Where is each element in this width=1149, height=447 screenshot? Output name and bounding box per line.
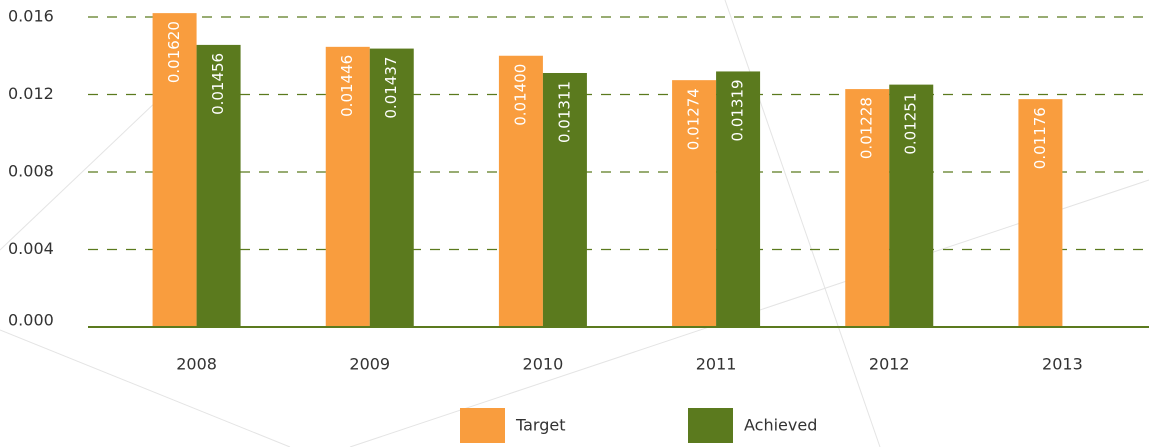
legend-label: Target	[515, 416, 566, 435]
x-tick-label: 2012	[869, 355, 910, 374]
legend-label: Achieved	[744, 416, 817, 435]
bar	[1018, 99, 1063, 328]
x-tick-label: 2011	[696, 355, 737, 374]
value-label: 0.01251	[902, 93, 920, 155]
bar	[196, 44, 241, 328]
value-label: 0.01620	[165, 21, 183, 83]
value-label: 0.01400	[511, 64, 529, 126]
y-tick-label: 0.004	[8, 239, 54, 258]
y-tick-label: 0.000	[8, 311, 54, 330]
x-tick-label: 2013	[1042, 355, 1083, 374]
value-label: 0.01176	[1031, 107, 1049, 169]
bar	[325, 46, 370, 328]
y-tick-label: 0.008	[8, 162, 54, 181]
legend-swatch	[688, 408, 733, 443]
value-label: 0.01228	[858, 97, 876, 159]
value-label: 0.01319	[729, 79, 747, 141]
bar	[369, 48, 414, 328]
value-label: 0.01456	[209, 53, 227, 115]
bar	[672, 80, 717, 327]
bar	[845, 89, 890, 327]
value-label: 0.01437	[382, 57, 400, 119]
bar	[716, 71, 761, 327]
bar	[889, 84, 934, 328]
x-tick-label: 2010	[523, 355, 564, 374]
value-label: 0.01311	[555, 81, 573, 143]
y-tick-label: 0.012	[8, 84, 54, 103]
value-label: 0.01446	[338, 55, 356, 117]
x-tick-label: 2008	[176, 355, 217, 374]
value-label: 0.01274	[685, 88, 703, 150]
x-tick-label: 2009	[349, 355, 390, 374]
bar	[152, 13, 197, 327]
bar	[542, 72, 587, 328]
bar	[498, 55, 543, 327]
legend-swatch	[460, 408, 505, 443]
y-tick-label: 0.016	[8, 7, 54, 26]
